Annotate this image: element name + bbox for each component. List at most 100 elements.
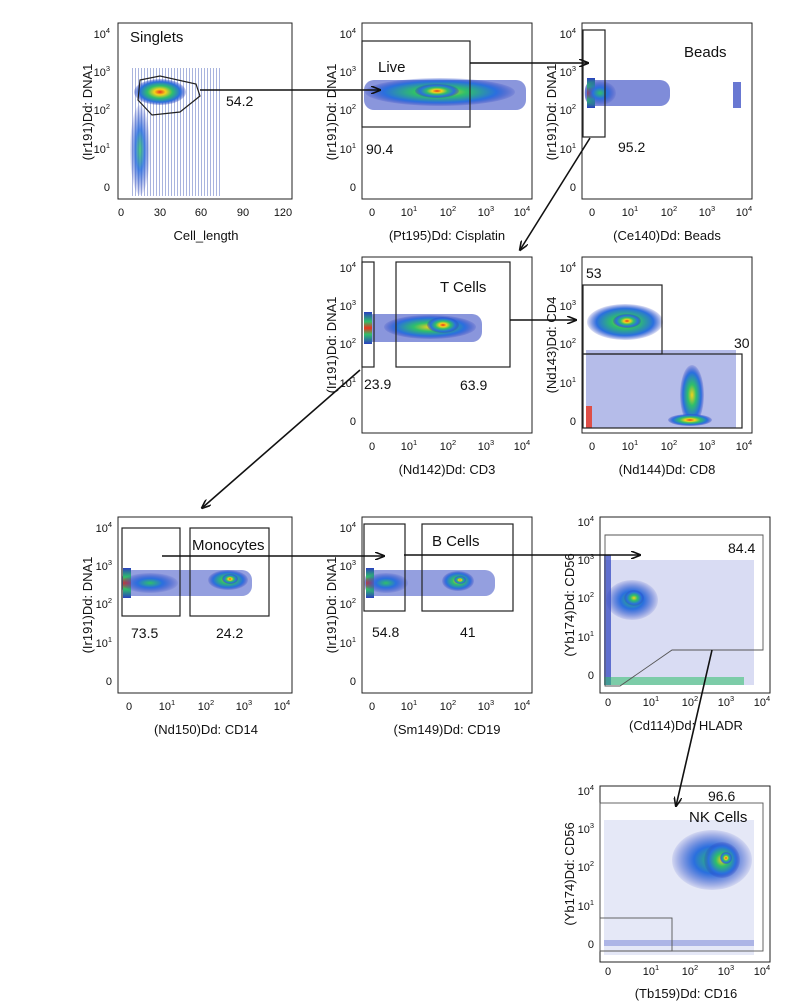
p7-x-ticks: 0 101 102 103 104 [369, 698, 530, 713]
pct-beads: 95.2 [618, 139, 645, 155]
svg-text:104: 104 [96, 520, 112, 535]
svg-text:0: 0 [605, 697, 611, 709]
svg-text:102: 102 [682, 963, 698, 978]
pct-singlets: 54.2 [226, 93, 253, 109]
p9-y-axis-label: (Yb174)Dd: CD56 [562, 822, 577, 925]
p2-y-ticks: 104 103 102 101 0 [340, 26, 356, 194]
p3-x-ticks: 0 101 102 103 104 [589, 204, 752, 219]
p6-y-ticks: 104 103 102 101 0 [96, 520, 112, 688]
p4-y-ticks: 104 103 102 101 0 [340, 260, 356, 428]
gate-label-beads: Beads [684, 44, 727, 61]
svg-text:102: 102 [560, 102, 576, 117]
p6-y-axis-label: (Ir191)Dd: DNA1 [80, 557, 95, 654]
svg-text:90: 90 [237, 207, 249, 219]
svg-text:0: 0 [369, 701, 375, 713]
svg-text:102: 102 [578, 859, 594, 874]
svg-text:103: 103 [718, 694, 734, 709]
svg-text:104: 104 [274, 698, 290, 713]
pct-b-cells-left: 54.8 [372, 624, 399, 640]
svg-text:104: 104 [560, 26, 576, 41]
pct-live: 90.4 [366, 141, 393, 157]
svg-text:0: 0 [350, 676, 356, 688]
pct-nk-parent: 84.4 [728, 540, 755, 556]
p7-y-axis-label: (Ir191)Dd: DNA1 [324, 557, 339, 654]
svg-text:102: 102 [661, 204, 677, 219]
panel-b-cells: B Cells 54.8 41 104 103 102 101 0 0 101 … [324, 516, 533, 737]
svg-text:103: 103 [699, 204, 715, 219]
svg-text:102: 102 [340, 336, 356, 351]
panel-singlets: Singlets 54.2 104 103 102 101 0 0 30 60 … [80, 22, 293, 243]
svg-text:0: 0 [350, 182, 356, 194]
svg-text:101: 101 [340, 141, 356, 156]
p2-y-axis-label: (Ir191)Dd: DNA1 [324, 64, 339, 161]
svg-text:101: 101 [340, 635, 356, 650]
svg-text:101: 101 [622, 438, 638, 453]
svg-text:101: 101 [94, 141, 110, 156]
svg-text:103: 103 [340, 64, 356, 79]
panel-t-cells: T Cells 23.9 63.9 104 103 102 101 0 0 10… [324, 256, 533, 477]
svg-text:101: 101 [401, 204, 417, 219]
p3-y-axis-label: (Ir191)Dd: DNA1 [544, 64, 559, 161]
p8-x-ticks: 0 101 102 103 104 [605, 694, 770, 709]
arrow-beads-to-tcells [520, 137, 591, 250]
arrow-cd56-to-nk [676, 649, 713, 806]
svg-text:103: 103 [340, 558, 356, 573]
svg-text:0: 0 [570, 182, 576, 194]
p1-x-axis-label: Cell_length [173, 228, 238, 243]
p4-x-axis-label: (Nd142)Dd: CD3 [399, 462, 496, 477]
panel-cd56-hladr: 84.4 104 103 102 101 0 0 101 102 103 104… [562, 514, 771, 733]
svg-text:102: 102 [94, 102, 110, 117]
svg-text:102: 102 [96, 596, 112, 611]
svg-text:103: 103 [236, 698, 252, 713]
svg-text:104: 104 [754, 963, 770, 978]
svg-text:102: 102 [198, 698, 214, 713]
p6-x-ticks: 0 101 102 103 104 [126, 698, 290, 713]
pct-t-cells-right: 63.9 [460, 377, 487, 393]
p2-x-axis-label: (Pt195)Dd: Cisplatin [389, 228, 505, 243]
pct-b-cells-right: 41 [460, 624, 476, 640]
svg-text:103: 103 [96, 558, 112, 573]
svg-text:102: 102 [578, 590, 594, 605]
svg-text:103: 103 [578, 821, 594, 836]
panel-beads: Beads 95.2 104 103 102 101 0 0 101 102 1… [544, 22, 753, 243]
svg-text:103: 103 [478, 438, 494, 453]
svg-text:104: 104 [514, 204, 530, 219]
svg-text:102: 102 [340, 596, 356, 611]
pct-nk-cells: 96.6 [708, 788, 735, 804]
gate-label-live: Live [378, 59, 406, 76]
svg-text:0: 0 [118, 207, 124, 219]
p8-y-axis-label: (Yb174)Dd: CD56 [562, 553, 577, 656]
p4-x-ticks: 0 101 102 103 104 [369, 438, 530, 453]
svg-text:104: 104 [560, 260, 576, 275]
svg-text:0: 0 [369, 207, 375, 219]
p3-y-ticks: 104 103 102 101 0 [560, 26, 576, 194]
svg-text:103: 103 [340, 298, 356, 313]
svg-text:102: 102 [440, 698, 456, 713]
p9-y-ticks: 104 103 102 101 0 [578, 783, 594, 951]
svg-text:101: 101 [622, 204, 638, 219]
svg-text:101: 101 [159, 698, 175, 713]
panel-monocytes: Monocytes 73.5 24.2 104 103 102 101 0 0 … [80, 516, 293, 737]
svg-text:103: 103 [478, 204, 494, 219]
svg-text:0: 0 [588, 670, 594, 682]
pct-monocytes-right: 24.2 [216, 625, 243, 641]
svg-text:101: 101 [96, 635, 112, 650]
panel-live: Live 90.4 104 103 102 101 0 0 101 102 10… [324, 22, 533, 243]
svg-text:101: 101 [578, 898, 594, 913]
svg-text:104: 104 [736, 204, 752, 219]
gate-label-b-cells: B Cells [432, 533, 480, 550]
p7-y-ticks: 104 103 102 101 0 [340, 520, 356, 688]
svg-text:101: 101 [643, 963, 659, 978]
svg-text:103: 103 [560, 64, 576, 79]
svg-text:101: 101 [401, 438, 417, 453]
svg-text:101: 101 [401, 698, 417, 713]
svg-text:0: 0 [106, 676, 112, 688]
pct-cd8: 30 [734, 335, 750, 351]
p5-y-axis-label: (Nd143)Dd: CD4 [544, 297, 559, 394]
svg-text:104: 104 [94, 26, 110, 41]
p1-y-axis-label: (Ir191)Dd: DNA1 [80, 64, 95, 161]
svg-text:0: 0 [570, 416, 576, 428]
p5-y-ticks: 104 103 102 101 0 [560, 260, 576, 428]
svg-text:60: 60 [195, 207, 207, 219]
